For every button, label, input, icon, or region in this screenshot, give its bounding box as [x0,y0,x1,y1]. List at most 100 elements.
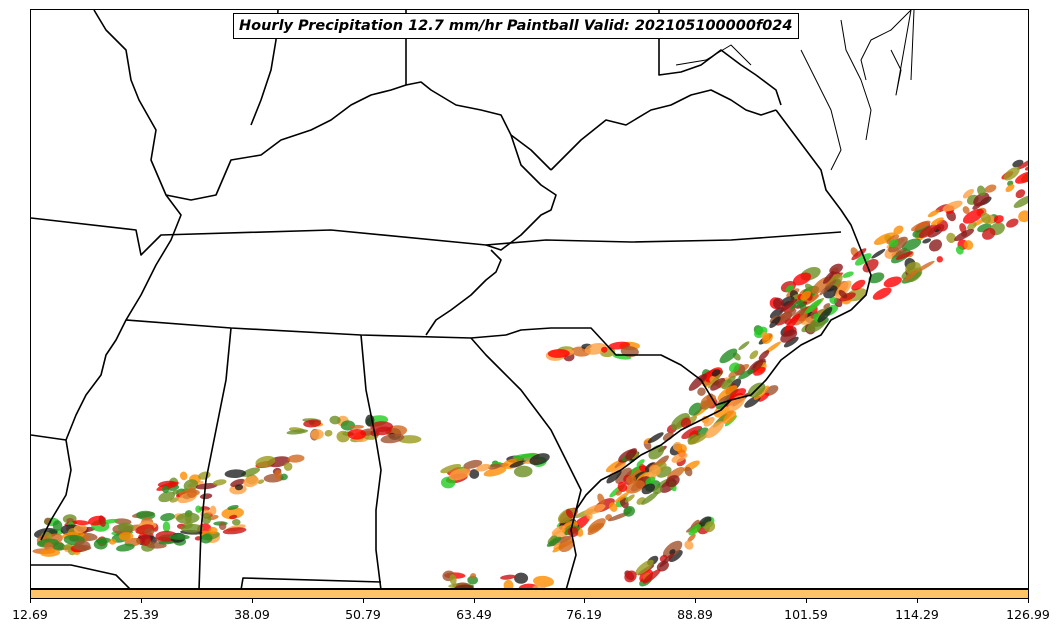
precip-blob [227,504,239,511]
precip-blob [769,316,781,329]
wv-va-border [550,89,777,171]
precip-blob [623,505,635,517]
precip-blob [1013,195,1028,208]
precip-blob [758,392,770,402]
precip-blob [601,346,608,353]
precip-blob [1005,184,1015,193]
precip-blob [982,228,996,240]
precip-blob [918,224,938,239]
precip-blob [1016,158,1028,170]
precip-blob [63,543,73,549]
precip-blob [222,527,247,535]
precip-blob [467,575,479,585]
precip-blob [553,542,562,550]
precip-blob [221,507,244,520]
ga-sc-border [505,327,732,406]
precip-blob [854,253,872,266]
precip-blob [558,537,575,553]
precip-blob [303,419,322,428]
precip-blob [868,272,885,284]
precip-blob [819,279,837,296]
precip-blob [117,522,134,533]
precip-blob [509,460,527,468]
precip-blob [349,424,364,429]
precip-blob [749,350,759,360]
precip-blob [503,579,514,588]
precip-blob [753,366,766,376]
colorbar-tick-label: 25.39 [123,607,159,622]
ky-tn-border [31,217,842,256]
precip-blob [546,536,562,547]
precip-blob [883,276,902,288]
precip-blob [962,206,970,214]
precip-blob [200,533,213,544]
fl-line [240,577,382,588]
map-title: Hourly Precipitation 12.7 mm/hr Paintbal… [233,13,799,39]
precip-blob [804,298,822,315]
precip-blob [513,465,533,478]
precip-blob [606,470,622,484]
precip-blob [257,479,265,484]
precip-blob [955,245,964,255]
colorbar-ticks: 12.69 25.39 38.09 50.79 63.49 76.19 88.89 101.5… [12,599,1050,633]
precip-blob [980,212,991,224]
precip-blob [911,220,931,232]
precip-blob [329,415,341,425]
precip-blob [688,524,701,536]
precip-blob [684,466,693,477]
nc-sc-border [425,249,502,336]
colorbar-tick-mark [252,599,253,603]
precip-blob [758,350,770,361]
precip-blob [448,468,471,481]
precip-blob [888,239,899,248]
precip-blob [232,518,241,526]
precip-blob [512,453,536,459]
precip-blob [649,464,661,477]
precip-blob [954,228,975,242]
precip-blob [44,542,54,551]
precip-blob [1028,181,1029,191]
precip-blob [1006,218,1019,228]
nc-coast [730,309,852,401]
precip-blob [922,238,932,244]
precip-blob [624,570,637,583]
wv-border [485,134,557,251]
precip-blob [779,298,798,313]
nj-coast [890,10,912,96]
precip-blob [158,491,176,503]
precip-blob [723,410,737,424]
precip-blob [615,490,622,496]
precip-blob [977,185,986,197]
precip-blob [719,348,738,364]
precip-blob [851,279,866,291]
precip-blob [688,373,707,391]
precip-blob [705,421,724,439]
precip-blob [993,215,1004,224]
precip-blob [927,209,940,218]
precip-blob [587,518,606,533]
ohio-river-line [165,81,552,201]
colorbar-tick-label: 63.49 [456,607,492,622]
precip-blob [324,429,333,437]
precip-blob [287,454,305,463]
precip-blob [893,225,904,235]
precip-blob [286,429,309,435]
colorbar-tick-label: 76.19 [566,607,602,622]
precip-blob [283,462,293,471]
precip-blob [547,349,570,358]
mississippi-river-line [40,10,182,541]
precip-blob [440,463,462,474]
precip-blob [727,394,746,412]
precip-blob [783,336,799,348]
precip-blob [656,560,669,572]
chesapeake-shore [800,49,842,171]
precip-blob [676,444,687,454]
precip-blob [255,455,276,468]
gulf-coast [31,564,131,588]
precip-blob [218,522,227,530]
precip-blob [886,234,900,245]
precip-blob [888,236,908,253]
precip-blob [738,341,750,351]
precip-blob [839,292,856,302]
precip-blob [775,309,797,323]
